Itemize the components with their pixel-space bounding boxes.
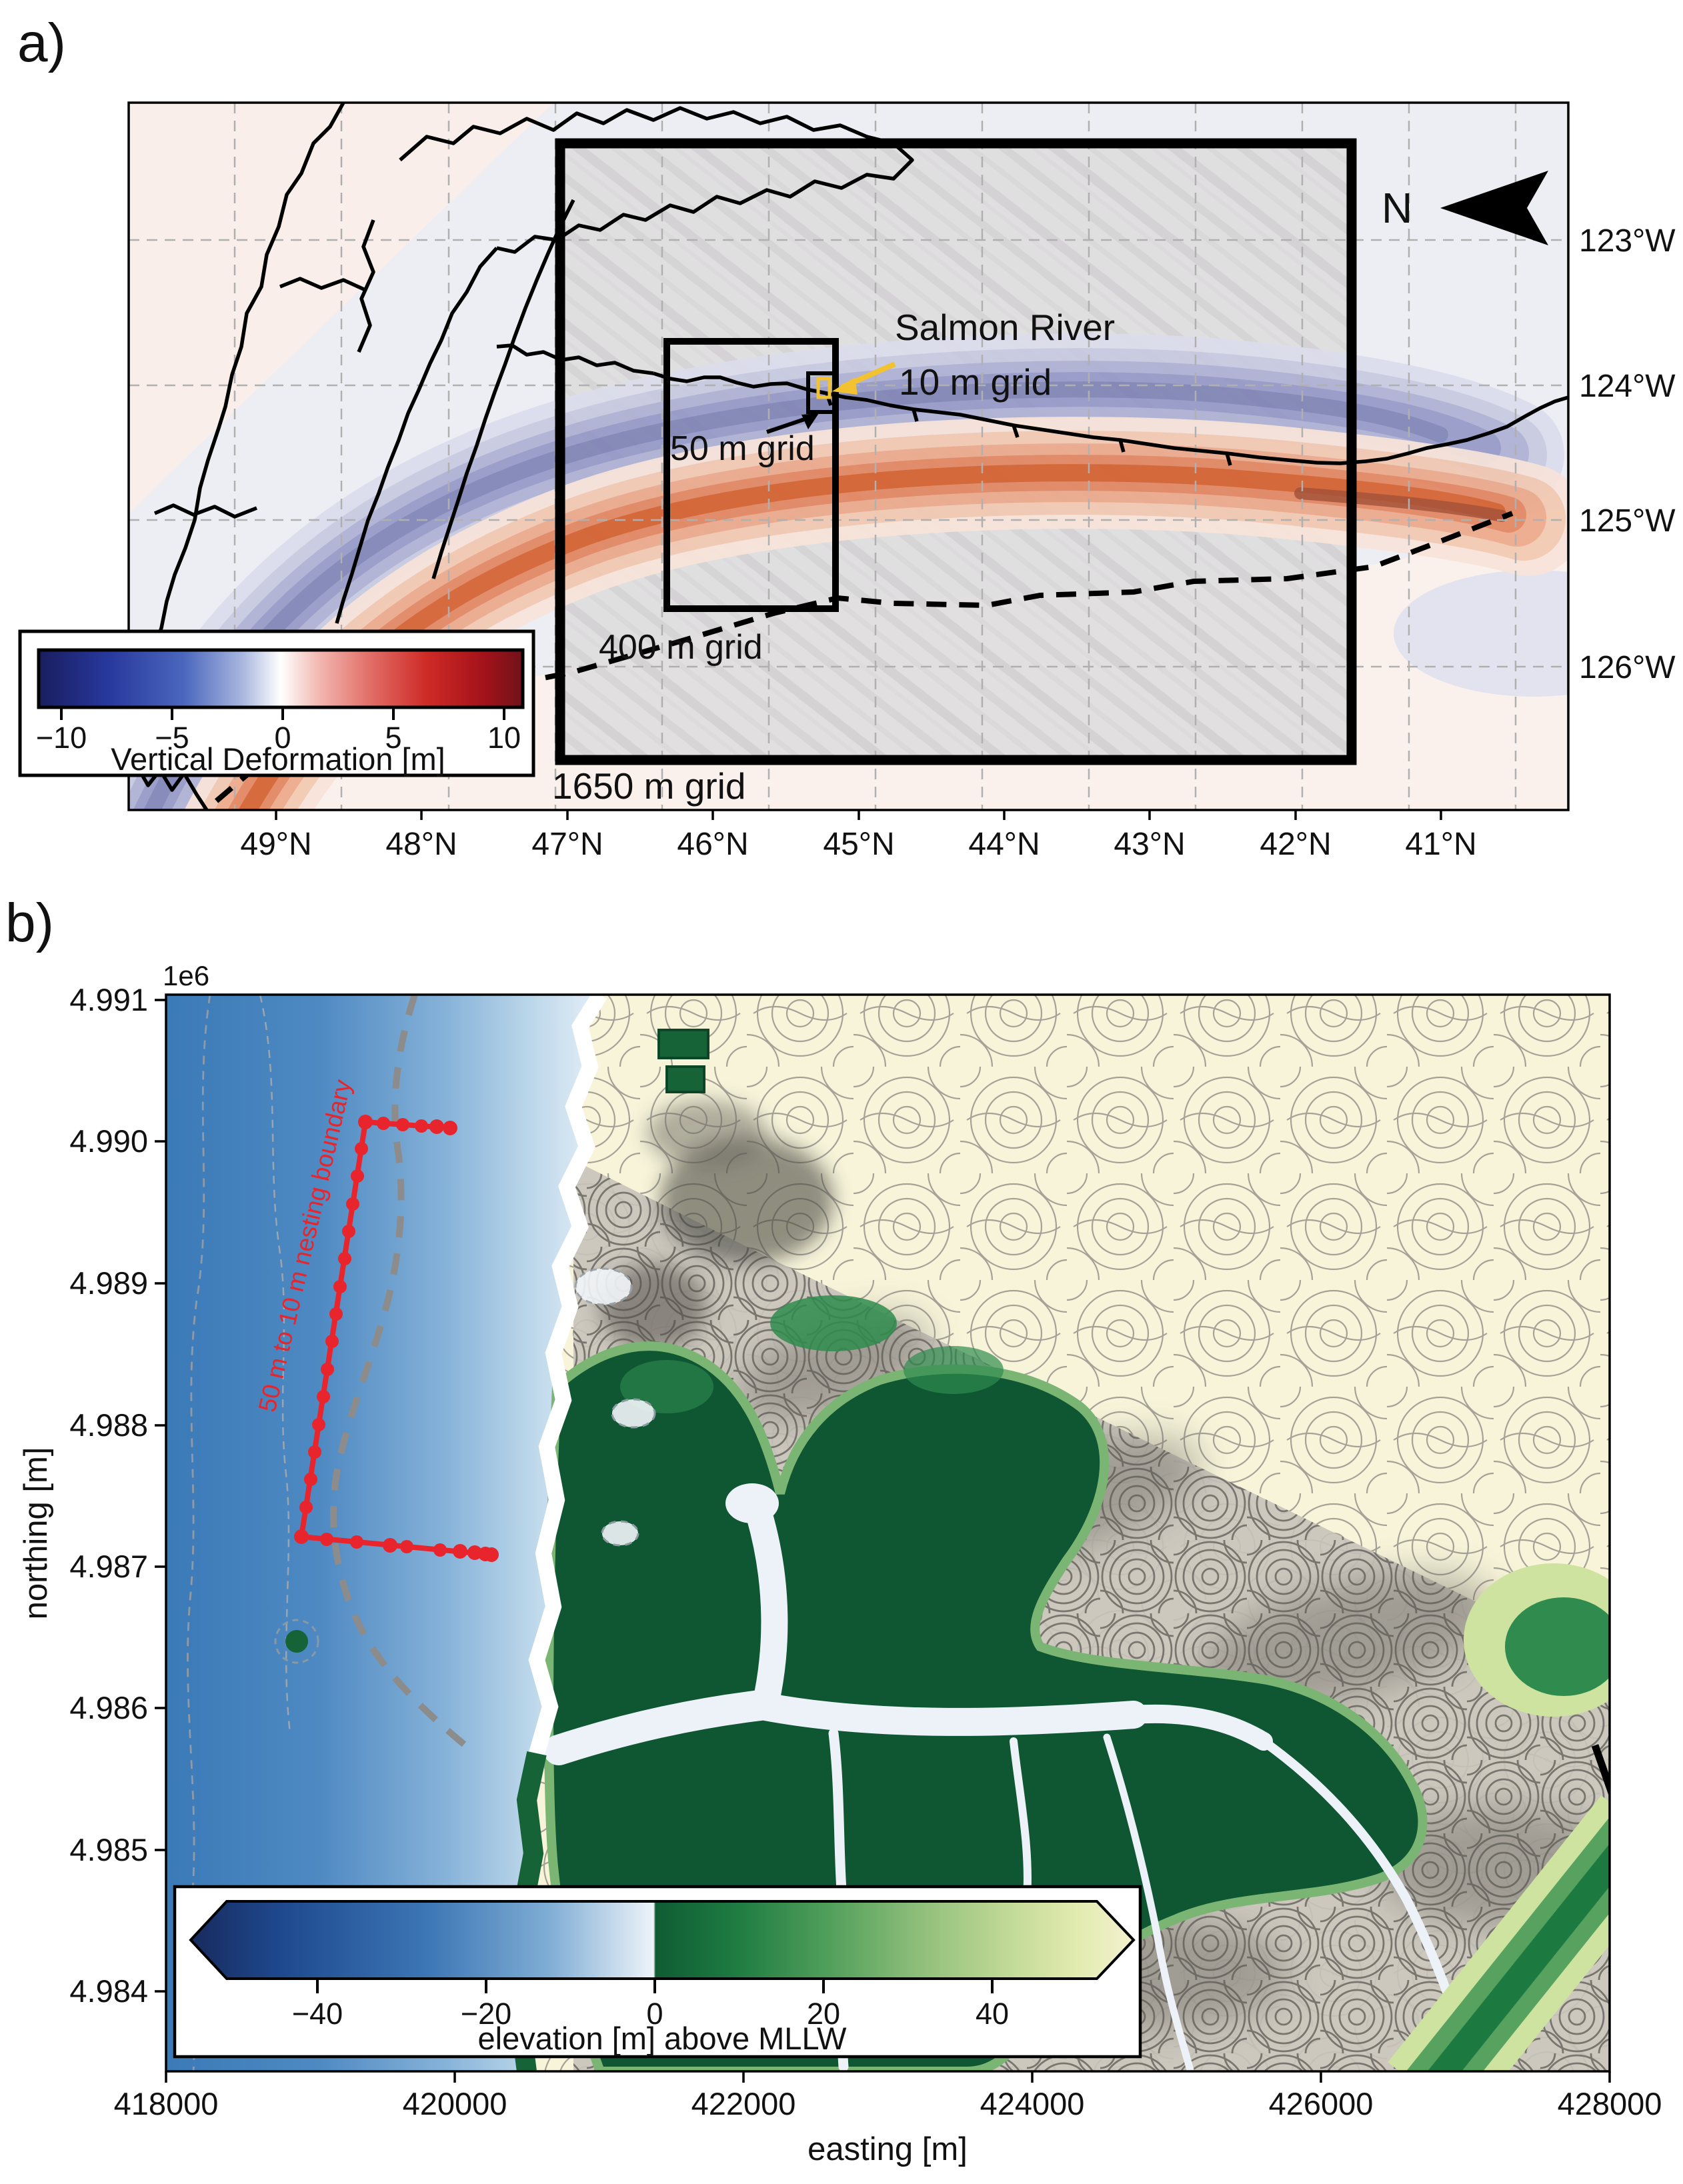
cbar-b-m20: −20	[461, 1997, 511, 2031]
ytick-4987: 4.987	[69, 1549, 148, 1584]
estuary-channel-head	[725, 1483, 779, 1523]
panel-a: a)	[17, 13, 1676, 862]
estuary-channels	[543, 1500, 1472, 2071]
right-edge-valleys	[1388, 1563, 1610, 2071]
colorbar-a-tick-labels: −10 −5 0 5 10	[36, 721, 521, 755]
cbar-a-m10: −10	[36, 721, 87, 755]
north-arrow: N	[1382, 171, 1548, 245]
axes-b-offset: 1e6	[163, 960, 209, 991]
ytick-4990: 4.990	[69, 1123, 148, 1159]
panel-b: b) 1e6	[5, 893, 1662, 2167]
panel-b-label: b)	[5, 893, 54, 953]
xtick-420000: 420000	[403, 2086, 507, 2121]
grid-box-1650m	[555, 138, 1357, 765]
colorbar-b-tick-labels: −40 −20 0 20 40	[292, 1997, 1009, 2031]
map-a-pale-blue-patch	[1394, 570, 1568, 697]
cbar-a-10: 10	[487, 721, 521, 755]
panel-a-map	[129, 103, 1568, 810]
lon-123w: 123°W	[1579, 223, 1676, 259]
xtick-426000: 426000	[1269, 2086, 1374, 2121]
cbar-a-m5: −5	[155, 721, 189, 755]
colorbar-b: −40 −20 0 20 40 elevation [m] above MLLW	[173, 1885, 1142, 2059]
axes-a-lon-labels: 123°W 124°W 125°W 126°W	[1579, 223, 1676, 685]
colorbar-b-ticks	[316, 1979, 994, 1993]
nesting-boundary	[294, 1115, 499, 1562]
lon-125w: 125°W	[1579, 503, 1676, 539]
lon-124w: 124°W	[1579, 369, 1676, 404]
ytick-4991: 4.991	[69, 982, 148, 1017]
colorbar-a-bar	[37, 648, 525, 709]
north-arrow-label: N	[1382, 184, 1412, 232]
salmon-river-arrow	[832, 361, 896, 395]
panel-a-label: a)	[17, 13, 66, 73]
xtick-422000: 422000	[691, 2086, 796, 2121]
ytick-4989: 4.989	[69, 1265, 148, 1301]
lon-126w: 126°W	[1579, 650, 1676, 685]
cbar-b-0: 0	[646, 1997, 663, 2031]
cbar-b-20: 20	[807, 1997, 840, 2031]
axes-b-ytick-labels: 4.991 4.990 4.989 4.988 4.987 4.986 4.98…	[69, 982, 148, 2009]
grid-box-10m	[816, 377, 831, 399]
ytick-4988: 4.988	[69, 1407, 148, 1443]
grid-50m-arrow	[766, 413, 819, 434]
axes-b-ylabel: northing [m]	[18, 1447, 54, 1620]
panel-b-map: 50 m to 10 m nesting boundary	[166, 995, 1610, 2071]
salmon-river-label: Salmon River	[895, 307, 1115, 348]
axes-b-xtick-labels: 418000 420000 422000 424000 426000 42800…	[114, 2086, 1662, 2121]
axes-a-xticks	[275, 810, 1442, 820]
xtick-46n: 46°N	[677, 827, 748, 862]
axes-a-xtick-labels: 49°N 48°N 47°N 46°N 45°N 44°N 43°N 42°N …	[240, 827, 1476, 862]
xtick-48n: 48°N	[385, 827, 457, 862]
grid-10m-label: 10 m grid	[899, 361, 1052, 403]
grid-box-50m	[806, 371, 837, 414]
colorbar-a-title: Vertical Deformation [m]	[111, 741, 445, 777]
xtick-47n: 47°N	[531, 827, 603, 862]
xtick-44n: 44°N	[968, 827, 1040, 862]
ytick-4986: 4.986	[69, 1690, 148, 1725]
xtick-428000: 428000	[1558, 2086, 1662, 2121]
top-coast-islands	[657, 1029, 709, 1093]
grid-400m-label: 400 m grid	[599, 628, 763, 667]
cbar-b-40: 40	[976, 1997, 1009, 2031]
colorbar-a-ticks	[60, 707, 505, 720]
xtick-42n: 42°N	[1260, 827, 1331, 862]
colorbar-a: −10 −5 0 5 10 Vertical Deformation [m]	[18, 629, 535, 777]
cbar-a-0: 0	[274, 721, 291, 755]
cbar-a-5: 5	[385, 721, 401, 755]
grid-1650m-label: 1650 m grid	[552, 765, 745, 807]
xtick-418000: 418000	[114, 2086, 219, 2121]
axes-b-xlabel: easting [m]	[807, 2131, 968, 2167]
north-arrow-icon	[1440, 171, 1548, 245]
xtick-43n: 43°N	[1114, 827, 1185, 862]
grid-50m-label: 50 m grid	[670, 429, 815, 468]
grid-box-400m	[663, 338, 839, 612]
axes-a-spine	[127, 101, 1570, 811]
xtick-45n: 45°N	[823, 827, 894, 862]
colorbar-b-title: elevation [m] above MLLW	[478, 2021, 848, 2056]
offshore-island	[274, 1619, 319, 1664]
xtick-424000: 424000	[980, 2086, 1085, 2121]
ytick-4985: 4.985	[69, 1832, 148, 1867]
ytick-4984: 4.984	[69, 1973, 148, 2009]
axes-b-ticks	[155, 999, 1611, 2083]
cbar-b-m40: −40	[292, 1997, 343, 2031]
colorbar-b-bar	[189, 1900, 1136, 1980]
bathymetry-contours	[187, 995, 656, 2071]
axes-b-spine	[165, 993, 1611, 2073]
xtick-49n: 49°N	[240, 827, 311, 862]
xtick-41n: 41°N	[1405, 827, 1476, 862]
